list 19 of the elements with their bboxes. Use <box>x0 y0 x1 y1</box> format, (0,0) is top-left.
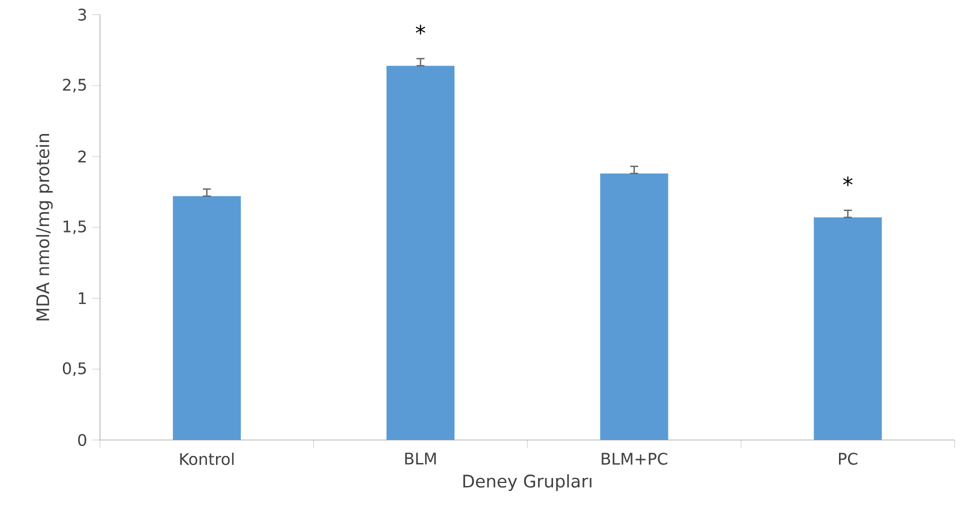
y-tick-label: 1,5 <box>64 220 86 234</box>
bar <box>814 217 882 440</box>
x-tick-label: Kontrol <box>180 452 234 466</box>
bar <box>386 66 455 440</box>
bar <box>600 173 668 440</box>
annotation: * <box>843 176 853 186</box>
y-tick-label: 2 <box>78 150 86 162</box>
y-tick-label: 3 <box>78 8 86 21</box>
y-tick-label: 0 <box>78 434 86 446</box>
bar <box>172 196 241 440</box>
x-tick-label: BLM+PC <box>602 452 668 465</box>
x-tick-label: BLM <box>405 452 436 464</box>
annotation: * <box>416 24 426 34</box>
y-tick-label: 2,5 <box>63 78 86 92</box>
y-axis-title: MDA nmol/mg protein <box>36 134 53 320</box>
x-axis-title: Deney Grupları <box>463 474 592 492</box>
y-tick-label: 0,5 <box>62 362 86 376</box>
x-tick-label: PC <box>838 452 858 465</box>
y-tick-label: 1 <box>78 292 86 304</box>
